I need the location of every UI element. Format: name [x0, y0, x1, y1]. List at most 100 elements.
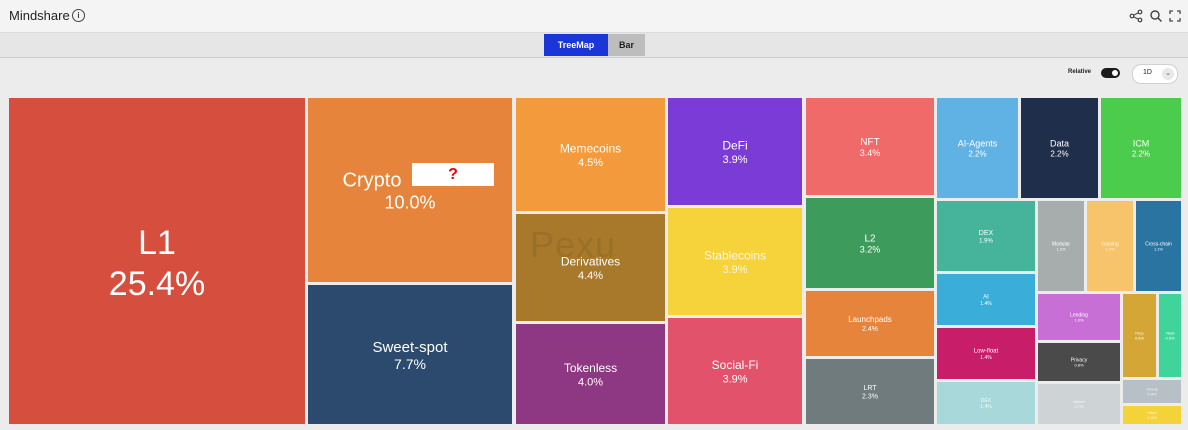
treemap-label: L2 — [864, 233, 876, 244]
treemap-value: 1.0% — [1074, 317, 1084, 322]
treemap-value: 1.9% — [979, 238, 993, 244]
treemap-rect — [1038, 201, 1084, 291]
treemap-label: DeFi — [722, 138, 747, 152]
treemap-label: AI-Agents — [958, 138, 998, 148]
treemap-label: Stablecoins — [704, 248, 766, 262]
treemap-rect — [516, 324, 665, 424]
treemap-value: 0.3% — [1147, 415, 1157, 420]
treemap-rect — [1038, 294, 1120, 340]
treemap-cell-launchpads[interactable]: Launchpads 2.4% — [806, 291, 934, 356]
treemap-cell-derivatives[interactable]: Derivatives 4.4% — [516, 214, 665, 321]
treemap-label: Social-Fi — [712, 358, 759, 372]
treemap-label: Modular — [1052, 241, 1070, 247]
treemap-label: NFT — [860, 137, 879, 148]
treemap-rect — [806, 291, 934, 356]
treemap-rect — [806, 198, 934, 288]
treemap-value: 2.2% — [968, 149, 986, 158]
treemap-value: 2.4% — [862, 326, 878, 333]
treemap-cell-stablecoins[interactable]: Stablecoins 3.9% — [668, 208, 802, 315]
treemap-rect — [9, 98, 305, 424]
treemap-label: Memecoins — [560, 141, 621, 155]
treemap-rect — [308, 98, 512, 282]
view-tabs: TreeMap Bar — [0, 33, 1188, 58]
treemap-value: 1.4% — [980, 301, 992, 307]
period-select[interactable]: 1D ⌄ — [1132, 64, 1178, 84]
treemap-rect — [1123, 380, 1181, 403]
treemap-value: 0.4% — [1147, 392, 1157, 397]
treemap-rect — [1159, 294, 1181, 377]
share-icon[interactable] — [1129, 9, 1143, 23]
treemap-label: DEX — [979, 230, 994, 237]
treemap-value: 3.4% — [860, 148, 881, 158]
treemap-value: 3.9% — [722, 373, 747, 385]
treemap-rect — [806, 359, 934, 424]
treemap-rect — [1123, 406, 1181, 424]
treemap-value: 0.8% — [1074, 362, 1084, 367]
treemap-rect — [1136, 201, 1181, 291]
treemap-rect — [806, 98, 934, 195]
treemap-rect — [937, 201, 1035, 271]
treemap-cell-social-fi[interactable]: Social-Fi3.9% — [668, 318, 802, 424]
treemap-rect — [1087, 201, 1133, 291]
treemap-label: Other — [1147, 410, 1158, 415]
treemap-label: Gaming — [1101, 241, 1119, 247]
toggle-knob — [1112, 70, 1118, 76]
treemap-value: 4.0% — [578, 376, 603, 388]
treemap-rect — [516, 214, 665, 321]
treemap-cell-defi[interactable]: DeFi 3.9% — [668, 98, 802, 205]
treemap-cell-lrt[interactable]: LRT 2.3% — [806, 359, 934, 424]
treemap-value: 4.5% — [578, 157, 603, 169]
treemap-label: Privacy — [1071, 357, 1088, 363]
treemap-cell-ai[interactable]: AI1.4% — [937, 274, 1035, 325]
page-title: Mindshare — [9, 8, 70, 23]
chevron-down-icon: ⌄ — [1162, 68, 1174, 80]
treemap-value: 1.4% — [980, 404, 992, 410]
tab-treemap[interactable]: TreeMap — [544, 34, 608, 56]
treemap-value: 0.6% — [1135, 336, 1145, 341]
relative-toggle[interactable] — [1101, 68, 1120, 78]
info-icon[interactable]: i — [72, 9, 85, 22]
header-bar: Mindshare i — [0, 0, 1188, 33]
treemap-label: Launchpads — [848, 315, 892, 324]
treemap-value: 3.9% — [722, 264, 747, 276]
tab-bar[interactable]: Bar — [608, 34, 645, 56]
treemap-label: Crypto — [343, 170, 402, 192]
treemap-label: ICM — [1133, 138, 1150, 148]
treemap-cell-l2[interactable]: L23.2% — [806, 198, 934, 288]
treemap-label: Lending — [1070, 312, 1088, 318]
treemap-cell-memecoins[interactable]: Memecoins 4.5% — [516, 98, 665, 211]
treemap-value: 2.2% — [1050, 149, 1068, 158]
treemap-rect — [1038, 343, 1120, 381]
treemap-label: Data — [1050, 138, 1069, 148]
fullscreen-icon[interactable] — [1168, 9, 1182, 23]
treemap-label: LRT — [863, 385, 877, 392]
search-icon[interactable] — [1149, 9, 1163, 23]
treemap-value: 1.4% — [980, 355, 992, 361]
treemap-value: 3.9% — [722, 154, 747, 166]
treemap-value: 2.2% — [1132, 149, 1150, 158]
treemap-rect — [937, 98, 1018, 198]
treemap-label: DEX — [981, 398, 992, 404]
treemap-label: L1 — [138, 224, 176, 262]
